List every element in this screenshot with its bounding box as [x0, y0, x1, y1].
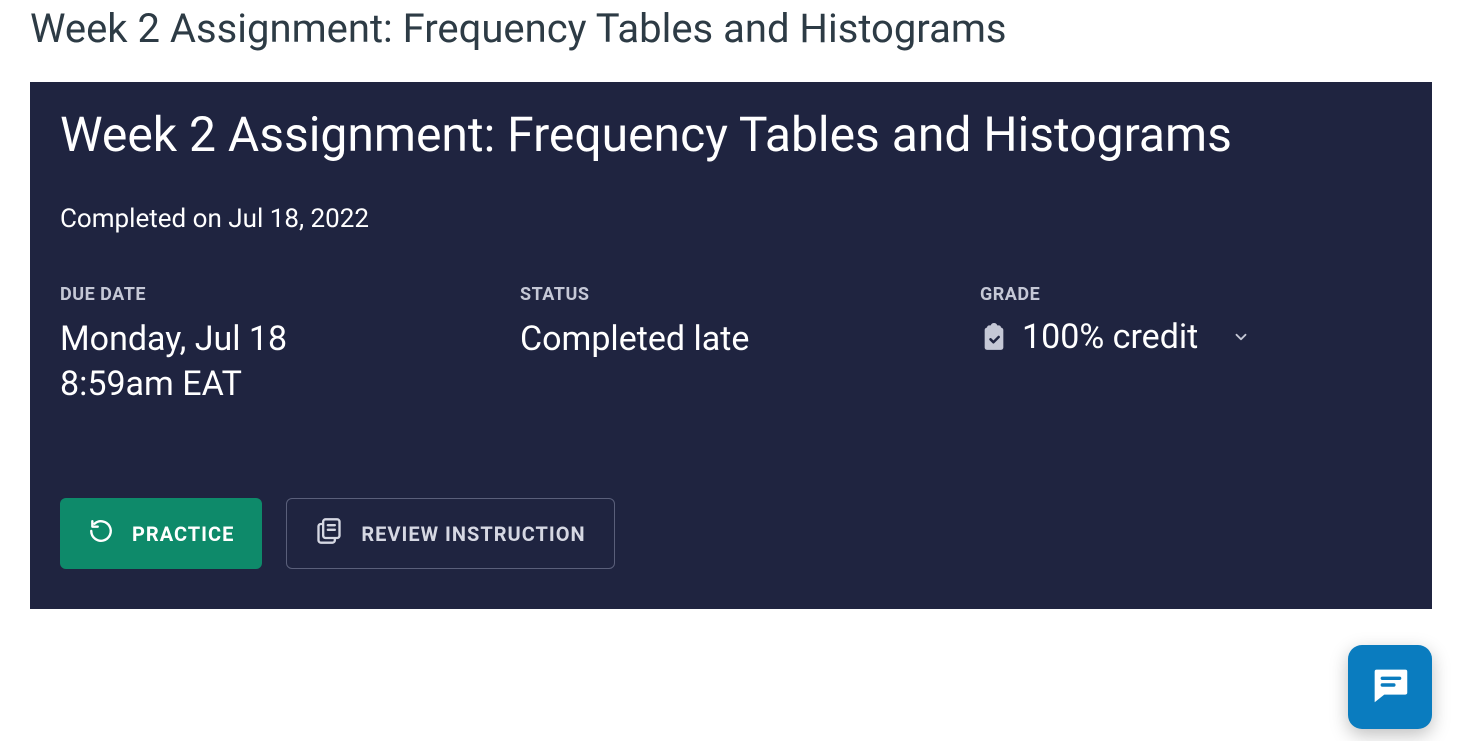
grade-block: GRADE 100% credit: [980, 284, 1402, 409]
review-instruction-button[interactable]: REVIEW INSTRUCTION: [286, 498, 614, 569]
status-label: STATUS: [520, 284, 980, 305]
grade-value: 100% credit: [1022, 317, 1198, 357]
due-date-label: DUE DATE: [60, 284, 520, 305]
status-block: STATUS Completed late: [520, 284, 980, 409]
button-row: PRACTICE REVIEW INSTRUCTION: [60, 498, 1402, 569]
due-date-line2: 8:59am EAT: [60, 364, 242, 404]
due-date-block: DUE DATE Monday, Jul 18 8:59am EAT: [60, 284, 520, 409]
page-heading: Week 2 Assignment: Frequency Tables and …: [30, 0, 1432, 82]
practice-button[interactable]: PRACTICE: [60, 498, 262, 569]
review-instruction-label: REVIEW INSTRUCTION: [361, 522, 585, 546]
clipboard-check-icon: [980, 323, 1008, 351]
grade-dropdown[interactable]: 100% credit: [980, 317, 1402, 357]
refresh-icon: [88, 518, 114, 549]
chevron-down-icon: [1232, 328, 1250, 346]
grade-label: GRADE: [980, 284, 1402, 305]
assignment-card: Week 2 Assignment: Frequency Tables and …: [30, 82, 1432, 609]
assignment-title: Week 2 Assignment: Frequency Tables and …: [60, 106, 1402, 164]
info-grid: DUE DATE Monday, Jul 18 8:59am EAT STATU…: [60, 284, 1402, 409]
due-date-value: Monday, Jul 18 8:59am EAT: [60, 317, 520, 409]
due-date-line1: Monday, Jul 18: [60, 319, 287, 359]
status-value: Completed late: [520, 317, 980, 363]
document-icon: [315, 517, 343, 550]
chat-icon: [1367, 662, 1413, 712]
practice-button-label: PRACTICE: [132, 522, 234, 546]
chat-button[interactable]: [1348, 645, 1432, 729]
completed-on-text: Completed on Jul 18, 2022: [60, 204, 1402, 234]
